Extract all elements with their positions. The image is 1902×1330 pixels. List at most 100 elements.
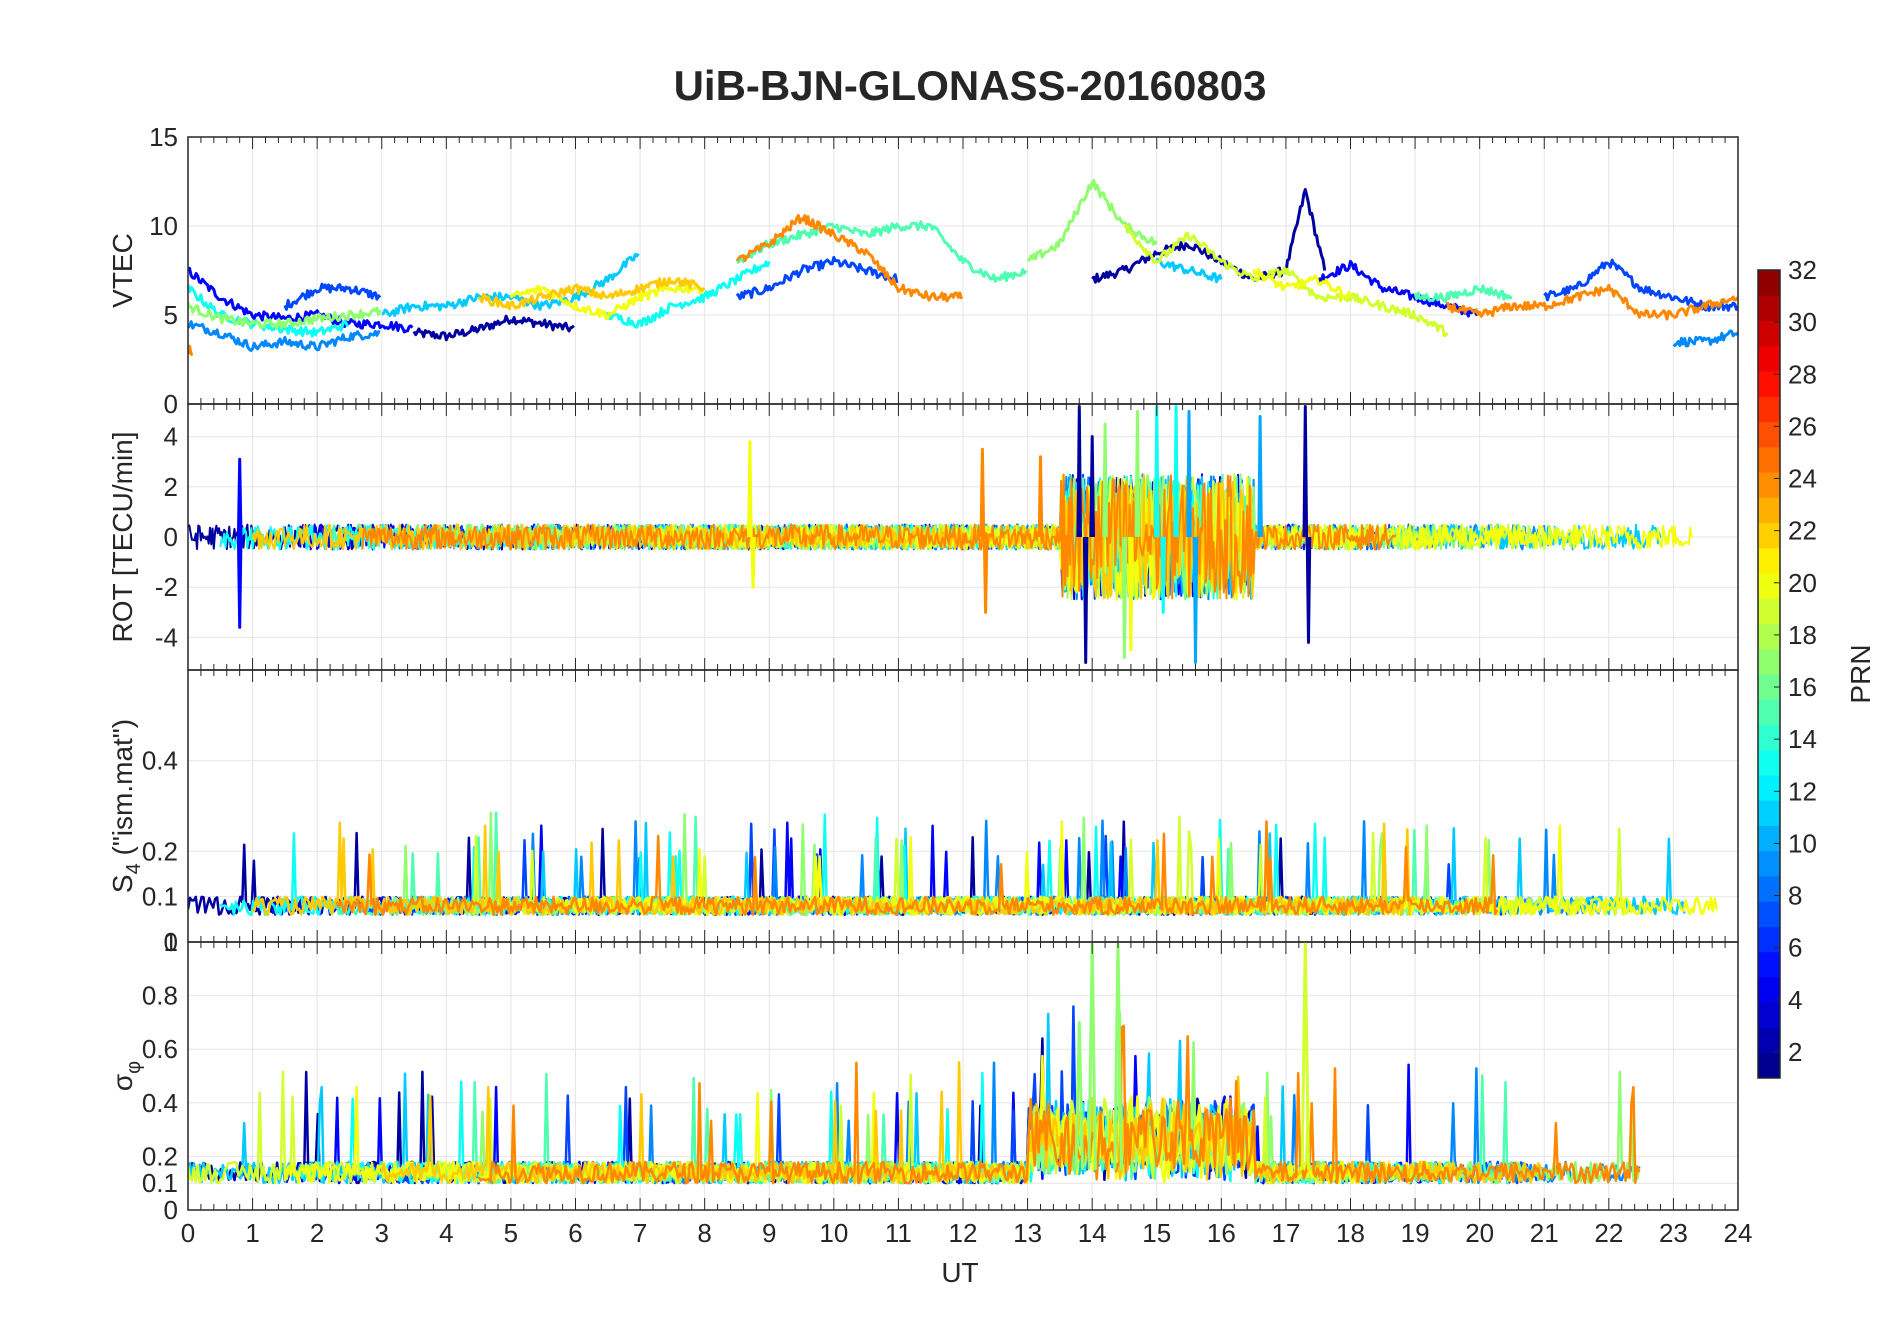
sigma-line-prn-24 xyxy=(477,1024,1641,1185)
rot-spike-prn-13 xyxy=(1173,405,1179,538)
colorbar-cell xyxy=(1758,421,1780,448)
colorbar-tick-label: 30 xyxy=(1788,307,1817,337)
y-tick-label: 0.6 xyxy=(142,1034,178,1064)
rot-spike-prn-24 xyxy=(979,447,986,538)
s4-line-prn-24 xyxy=(335,820,1499,917)
sigma-spike xyxy=(1074,1020,1084,1170)
x-tick-label: 9 xyxy=(762,1218,776,1248)
vtec-line-prn-2 xyxy=(412,314,575,342)
colorbar-cell xyxy=(1758,295,1780,321)
rot-spike-prn-10 xyxy=(1186,410,1192,538)
rot-spike-prn-17 xyxy=(1121,536,1128,659)
y-tick-label: 10 xyxy=(149,211,178,241)
x-tick-label: 8 xyxy=(697,1218,711,1248)
colorbar-tick-label: 22 xyxy=(1788,516,1817,546)
panel-vtec: 0 5 10 15 VTEC xyxy=(107,122,1739,419)
rot-spike-prn-5 xyxy=(236,457,243,538)
sigma-spike xyxy=(1300,942,1310,1170)
colorbar-cell xyxy=(1758,573,1780,599)
rot-spike-prn-20 xyxy=(747,440,753,538)
vtec-line-prn-7 xyxy=(283,282,382,311)
x-tick-label: 6 xyxy=(568,1218,582,1248)
vtec-line-prn-7 xyxy=(735,256,899,301)
rot-spike-prn-17 xyxy=(1102,422,1108,538)
x-tick-label: 1 xyxy=(245,1218,259,1248)
vtec-line-prn-24 xyxy=(1445,283,1738,321)
x-tick-label: 17 xyxy=(1271,1218,1300,1248)
x-tick-label: 0 xyxy=(181,1218,195,1248)
colorbar-tick-label: 18 xyxy=(1788,620,1817,650)
sigma-spike xyxy=(1113,942,1123,1170)
colorbar-tick-label: 8 xyxy=(1788,881,1802,911)
colorbar-cell xyxy=(1758,800,1780,826)
vtec-line-prn-15 xyxy=(735,220,1028,283)
y-tick-label: 0 xyxy=(164,1195,178,1225)
x-tick-label: 3 xyxy=(375,1218,389,1248)
x-tick-label: 14 xyxy=(1078,1218,1107,1248)
x-tick-label: 19 xyxy=(1401,1218,1430,1248)
colorbar-cell xyxy=(1758,598,1780,624)
colorbar-label: PRN xyxy=(1845,644,1876,703)
colorbar-cell xyxy=(1758,951,1780,978)
rot-spike-prn-10 xyxy=(1257,415,1263,538)
figure-title: UiB-BJN-GLONASS-20160803 xyxy=(674,62,1267,109)
x-axis-label: UT xyxy=(941,1257,978,1288)
vtec-line-prn-20 xyxy=(509,282,705,321)
vtec-line-prn-9 xyxy=(1672,329,1738,348)
y-tick-label: 0 xyxy=(164,522,178,552)
colorbar-cell xyxy=(1758,850,1780,877)
colorbar-cell xyxy=(1758,724,1780,751)
colorbar-tick-label: 4 xyxy=(1788,985,1802,1015)
x-tick-label: 7 xyxy=(633,1218,647,1248)
vtec-line-prn-11 xyxy=(381,252,640,318)
s4-series-group xyxy=(188,811,1718,917)
vtec-line-prn-19 xyxy=(1123,224,1449,337)
colorbar-cell xyxy=(1758,345,1780,372)
y-tick-label: 5 xyxy=(164,300,178,330)
colorbar-tick-label: 2 xyxy=(1788,1037,1802,1067)
rot-spike-prn-2 xyxy=(1082,536,1089,664)
rot-spike-prn-13 xyxy=(1160,536,1166,614)
colorbar-cell xyxy=(1758,901,1780,927)
x-tick-label: 10 xyxy=(819,1218,848,1248)
sigma_phi-series-group xyxy=(188,942,1641,1185)
colorbar-cell xyxy=(1758,674,1780,700)
rot-series-group xyxy=(188,405,1694,664)
colorbar-tick-label: 24 xyxy=(1788,464,1817,494)
vtec-line-prn-15 xyxy=(1413,284,1513,304)
colorbar-cell xyxy=(1758,1052,1780,1079)
x-tick-label: 2 xyxy=(310,1218,324,1248)
y-tick-label: 1 xyxy=(164,927,178,957)
vtec-line-prn-11 xyxy=(1155,257,1223,284)
rot-spike-prn-2 xyxy=(1089,435,1095,538)
colorbar-cell xyxy=(1758,623,1780,650)
panel-s4: 0 0.1 0.2 0.4S4 ("ism.mat") xyxy=(107,669,1739,957)
vtec-series-group xyxy=(188,178,1738,356)
colorbar-tick-label: 6 xyxy=(1788,933,1802,963)
colorbar-tick-label: 32 xyxy=(1788,255,1817,285)
colorbar-cell xyxy=(1758,270,1780,296)
colorbar-cell xyxy=(1758,749,1780,776)
vtec-line-prn-22 xyxy=(477,276,706,311)
colorbar-cell xyxy=(1758,977,1780,1003)
colorbar-cell xyxy=(1758,876,1780,902)
rot-spike-prn-24 xyxy=(1037,455,1044,538)
rot-spike-prn-20 xyxy=(750,536,756,589)
colorbar-cell xyxy=(1758,320,1780,347)
colorbar-cell xyxy=(1758,1027,1780,1054)
x-tick-label: 12 xyxy=(949,1218,978,1248)
rot-spike-prn-13 xyxy=(1154,405,1160,538)
x-tick-label: 23 xyxy=(1659,1218,1688,1248)
x-tick-label: 21 xyxy=(1530,1218,1559,1248)
vtec-line-prn-20 xyxy=(1252,267,1352,299)
rot-spike-prn-5 xyxy=(236,536,243,629)
colorbar-cell xyxy=(1758,926,1780,953)
x-tick-label: 24 xyxy=(1724,1218,1753,1248)
y-tick-label: -2 xyxy=(155,572,178,602)
y-axis-label-s4: S4 ("ism.mat") xyxy=(107,719,145,893)
colorbar-cell xyxy=(1758,775,1780,801)
y-tick-label: 0.2 xyxy=(142,1141,178,1171)
x-tick-label: 11 xyxy=(885,1218,912,1248)
